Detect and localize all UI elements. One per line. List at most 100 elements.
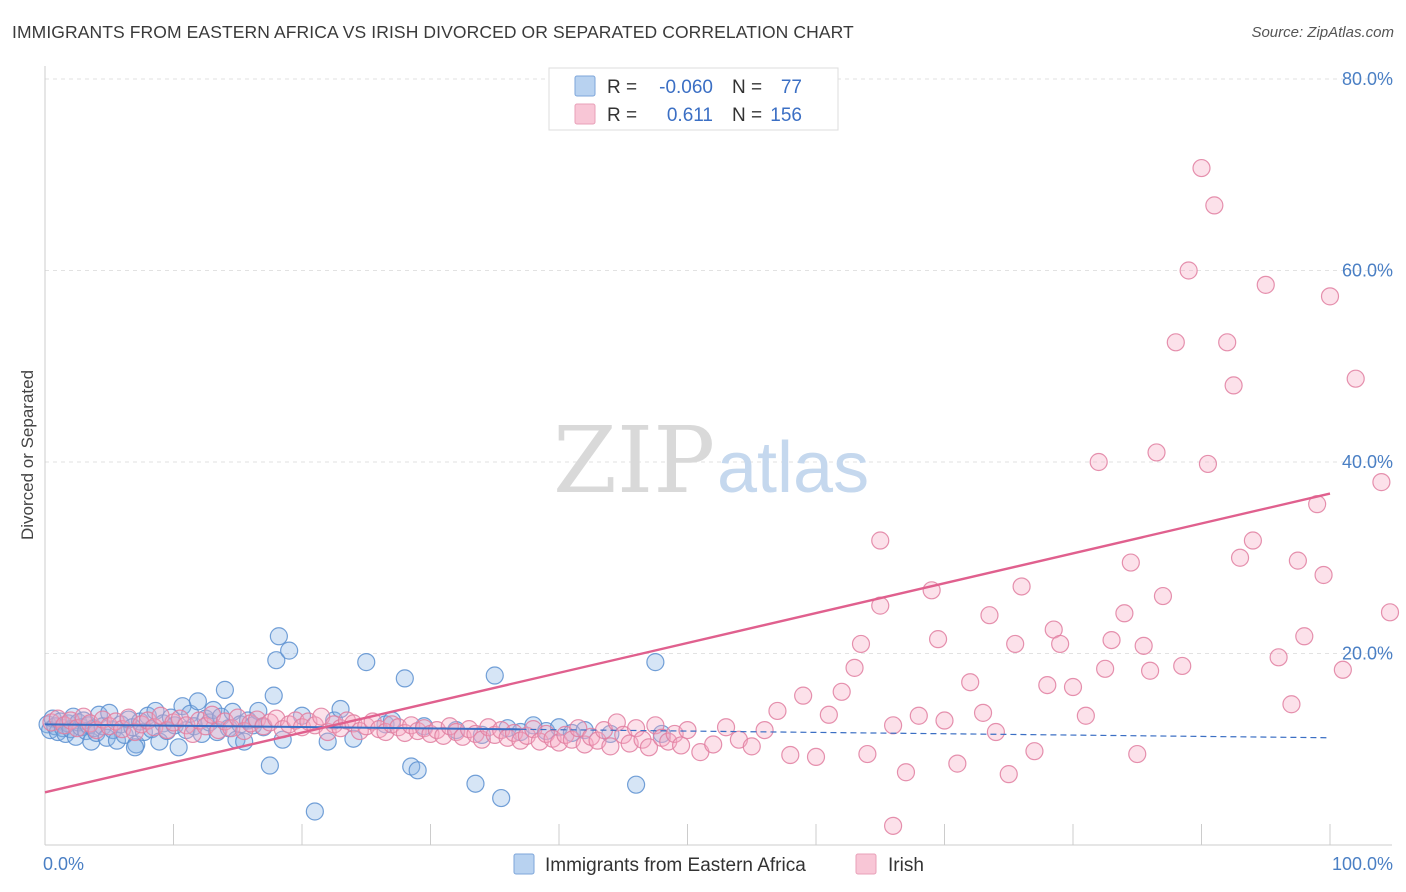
y-tick-label-40: 40.0% bbox=[1342, 452, 1393, 472]
irish-point-117 bbox=[896, 763, 916, 782]
irish-point-152 bbox=[1218, 333, 1237, 352]
irish-point-154 bbox=[1230, 548, 1250, 567]
irish-point-118 bbox=[909, 706, 928, 725]
watermark-atlas: atlas bbox=[717, 428, 869, 508]
irish-point-133 bbox=[1051, 634, 1070, 654]
irish-point-114 bbox=[858, 744, 877, 764]
y-axis-title: Divorced or Separated bbox=[18, 370, 37, 540]
irish-point-135 bbox=[1076, 706, 1095, 725]
y-tick-label-20: 20.0% bbox=[1342, 644, 1393, 664]
trendline-eastern-africa-dashed bbox=[520, 728, 1331, 739]
irish-point-144 bbox=[1147, 443, 1166, 462]
irish-point-164 bbox=[1333, 660, 1352, 679]
irish-point-98 bbox=[671, 736, 691, 755]
x-tick-labels: 0.0% 100.0% bbox=[43, 854, 1393, 874]
eastern-africa-point-72 bbox=[318, 732, 337, 751]
legend-n-value-pink: 156 bbox=[770, 105, 802, 126]
eastern-africa-point-71 bbox=[305, 802, 324, 821]
trendline-eastern-africa-solid bbox=[44, 723, 521, 731]
irish-point-151 bbox=[1205, 196, 1224, 215]
irish-point-130 bbox=[1025, 742, 1044, 761]
irish-point-131 bbox=[1038, 675, 1057, 695]
irish-point-126 bbox=[986, 722, 1006, 742]
series-irish-points bbox=[42, 158, 1400, 835]
legend-swatch-blue bbox=[574, 75, 596, 97]
irish-point-147 bbox=[1173, 656, 1192, 676]
irish-point-134 bbox=[1063, 677, 1083, 697]
irish-point-102 bbox=[716, 718, 736, 737]
eastern-africa-point-96 bbox=[626, 775, 646, 794]
irish-point-111 bbox=[832, 682, 851, 701]
irish-point-121 bbox=[935, 711, 954, 730]
y-tick-labels: 20.0% 40.0% 60.0% 80.0% bbox=[1342, 69, 1393, 664]
irish-point-139 bbox=[1115, 604, 1134, 623]
trendline-irish bbox=[44, 492, 1331, 794]
irish-point-160 bbox=[1295, 627, 1314, 646]
irish-point-20 bbox=[170, 709, 190, 728]
eastern-africa-point-17 bbox=[82, 732, 101, 751]
legend-n-label-blue: N = bbox=[732, 77, 762, 98]
irish-point-107 bbox=[781, 745, 800, 765]
irish-point-110 bbox=[819, 705, 838, 724]
legend-r-value-blue: -0.060 bbox=[659, 77, 713, 98]
irish-point-167 bbox=[1380, 603, 1400, 622]
irish-point-104 bbox=[742, 737, 761, 756]
legend-r-label-pink: R = bbox=[607, 105, 637, 126]
irish-point-106 bbox=[768, 701, 787, 721]
chart-source: Source: ZipAtlas.com bbox=[1251, 24, 1394, 41]
chart-title: IMMIGRANTS FROM EASTERN AFRICA VS IRISH … bbox=[12, 22, 854, 42]
irish-point-166 bbox=[1372, 473, 1391, 492]
irish-point-138 bbox=[1102, 630, 1121, 650]
eastern-africa-point-41 bbox=[169, 738, 188, 757]
legend-swatch-pink bbox=[574, 103, 596, 125]
legend-r-value-pink: 0.611 bbox=[667, 105, 713, 126]
irish-point-140 bbox=[1121, 553, 1140, 572]
legend-box bbox=[548, 67, 839, 131]
irish-point-124 bbox=[973, 703, 993, 722]
eastern-africa-point-81 bbox=[408, 761, 427, 780]
eastern-africa-point-67 bbox=[269, 627, 288, 646]
eastern-africa-point-74 bbox=[331, 699, 350, 719]
irish-point-123 bbox=[961, 673, 980, 692]
eastern-africa-point-76 bbox=[357, 653, 376, 672]
legend-r-label-blue: R = bbox=[607, 77, 637, 98]
irish-point-105 bbox=[755, 720, 774, 740]
irish-point-125 bbox=[980, 606, 999, 625]
irish-point-157 bbox=[1269, 648, 1288, 667]
bottom-legend-label-blue: Immigrants from Eastern Africa bbox=[545, 855, 806, 876]
eastern-africa-point-63 bbox=[125, 738, 145, 757]
eastern-africa-point-69 bbox=[280, 641, 299, 660]
irish-point-101 bbox=[704, 735, 723, 754]
irish-point-158 bbox=[1282, 695, 1301, 714]
irish-point-165 bbox=[1346, 369, 1365, 388]
irish-point-145 bbox=[1153, 586, 1173, 606]
irish-point-143 bbox=[1140, 661, 1160, 680]
eastern-africa-point-66 bbox=[267, 651, 286, 670]
watermark: ZIP atlas bbox=[553, 407, 869, 514]
eastern-africa-point-86 bbox=[485, 666, 504, 685]
irish-point-169 bbox=[883, 816, 903, 835]
eastern-africa-point-87 bbox=[492, 788, 511, 808]
irish-point-129 bbox=[1012, 577, 1031, 596]
watermark-zip: ZIP bbox=[553, 407, 715, 514]
irish-point-87 bbox=[601, 737, 620, 756]
eastern-africa-point-97 bbox=[646, 653, 665, 672]
irish-point-116 bbox=[883, 716, 903, 735]
irish-point-148 bbox=[1179, 261, 1198, 280]
bottom-legend-swatch-pink bbox=[855, 853, 877, 875]
correlation-legend: R = -0.060 N = 77 R = 0.611 N = 156 bbox=[548, 67, 839, 131]
irish-point-168 bbox=[871, 531, 890, 550]
x-tick-label-0: 0.0% bbox=[43, 854, 84, 874]
irish-point-82 bbox=[569, 719, 588, 738]
irish-point-38 bbox=[286, 711, 305, 730]
irish-point-141 bbox=[1128, 744, 1147, 764]
irish-point-108 bbox=[794, 686, 813, 705]
eastern-africa-point-46 bbox=[188, 692, 208, 711]
irish-point-113 bbox=[851, 634, 871, 654]
irish-point-91 bbox=[626, 719, 646, 738]
irish-point-153 bbox=[1224, 376, 1243, 395]
eastern-africa-point-53 bbox=[215, 680, 234, 699]
eastern-africa-point-64 bbox=[260, 756, 279, 775]
trendlines bbox=[44, 492, 1331, 794]
